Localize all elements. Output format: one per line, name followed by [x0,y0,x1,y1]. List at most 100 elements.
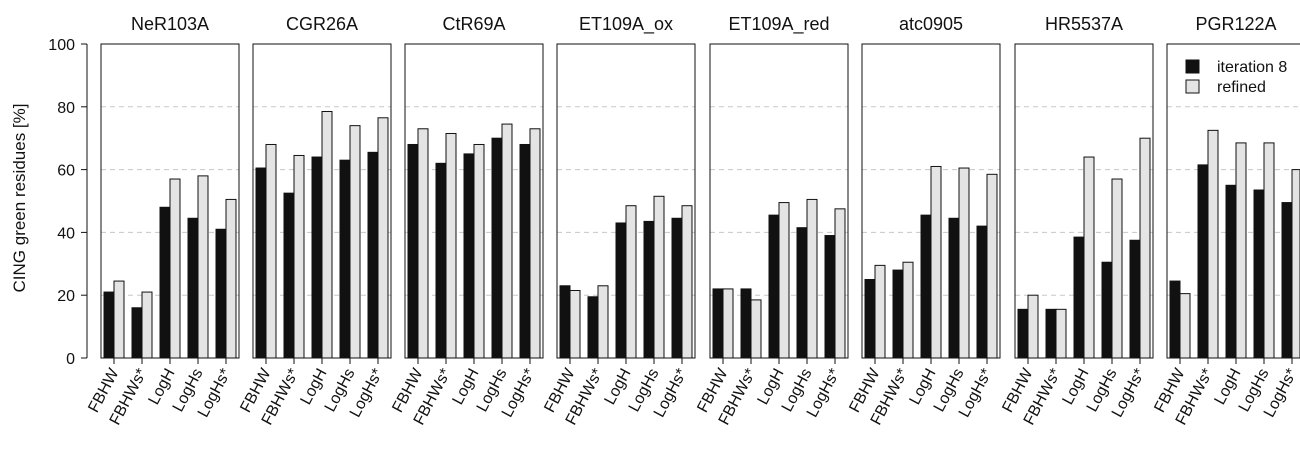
bar-refined [501,123,513,359]
bar-refined [113,280,125,359]
panel-title: CtR69A [442,14,505,34]
bar-refined [529,128,541,359]
y-tick-label: 20 [57,288,75,305]
y-tick-label: 60 [57,163,75,180]
bar-refined [902,261,914,359]
bar-iteration8 [1073,236,1085,359]
bar-iteration8 [892,269,904,359]
bar-refined [1179,293,1191,359]
bar-iteration8 [587,296,599,359]
bar-iteration8 [1045,308,1057,359]
bar-refined [750,299,762,359]
bar-iteration8 [407,143,419,359]
legend-label: refined [1217,79,1266,96]
bar-refined [681,205,693,359]
bar-refined [321,111,333,359]
bar-iteration8 [948,217,960,359]
bar-refined [834,208,846,359]
bar-iteration8 [643,220,655,359]
bar-iteration8 [559,285,571,359]
legend-label: iteration 8 [1217,59,1287,76]
bar-iteration8 [1129,239,1141,359]
panel-frame [1166,43,1300,359]
bar-iteration8 [215,228,227,359]
bar-iteration8 [1253,189,1265,359]
bar-iteration8 [1101,261,1113,359]
bar-refined [806,198,818,359]
bar-refined [265,143,277,359]
bar-refined [569,289,581,359]
bar-refined [1207,129,1219,359]
bar-refined [377,117,389,359]
bar-refined [445,132,457,359]
bar-refined [225,198,237,359]
bar-iteration8 [367,151,379,359]
panel-title: atc0905 [899,14,963,34]
bar-refined [197,175,209,359]
bar-iteration8 [131,307,143,359]
bar-iteration8 [864,279,876,359]
bar-refined [874,264,886,359]
bar-iteration8 [311,156,323,359]
bar-iteration8 [740,288,752,359]
panel-title: PGR122A [1195,14,1276,34]
y-axis-label: CING green residues [%] [10,104,29,293]
bar-refined [653,195,665,359]
bar-refined [625,205,637,359]
bar-refined [473,143,485,359]
y-tick-label: 100 [48,37,75,54]
legend-swatch [1185,79,1200,94]
bar-refined [722,288,734,359]
bar-iteration8 [1197,164,1209,359]
panel-title: HR5537A [1045,14,1123,34]
bar-iteration8 [1017,308,1029,359]
bar-iteration8 [796,227,808,359]
y-tick-label: 40 [57,225,75,242]
bar-refined [1139,137,1151,359]
panel-title: NeR103A [131,14,209,34]
bar-refined [141,291,153,359]
bar-refined [293,154,305,359]
bar-refined [169,178,181,359]
bar-iteration8 [159,206,171,359]
panel-title: CGR26A [286,14,358,34]
bar-iteration8 [1169,280,1181,359]
bar-refined [597,285,609,359]
bar-refined [1291,169,1300,359]
bar-refined [1111,178,1123,359]
bar-refined [1027,294,1039,359]
bar-iteration8 [519,143,531,359]
bar-refined [1083,156,1095,359]
bar-iteration8 [103,291,115,359]
bar-iteration8 [768,214,780,359]
bar-iteration8 [1225,184,1237,359]
bar-refined [1235,142,1247,359]
legend-swatch [1185,59,1200,74]
bar-iteration8 [491,137,503,359]
bar-iteration8 [976,225,988,359]
panel-title: ET109A_red [728,14,829,35]
bar-iteration8 [283,192,295,359]
y-tick-label: 80 [57,100,75,117]
bar-refined [417,128,429,359]
bar-iteration8 [920,214,932,359]
bar-iteration8 [463,153,475,359]
bar-refined [349,125,361,359]
panel-title: ET109A_ox [579,14,673,35]
y-tick-label: 0 [66,351,75,368]
bar-iteration8 [1281,202,1293,359]
bar-iteration8 [255,167,267,359]
bar-iteration8 [712,288,724,359]
bar-iteration8 [339,159,351,359]
bar-iteration8 [824,235,836,359]
bar-refined [1263,142,1275,359]
bar-refined [778,202,790,359]
bar-iteration8 [187,217,199,359]
bar-refined [958,167,970,359]
bar-iteration8 [435,162,447,359]
bar-refined [986,173,998,359]
bar-iteration8 [671,217,683,359]
bar-refined [1055,308,1067,359]
bar-refined [930,165,942,359]
